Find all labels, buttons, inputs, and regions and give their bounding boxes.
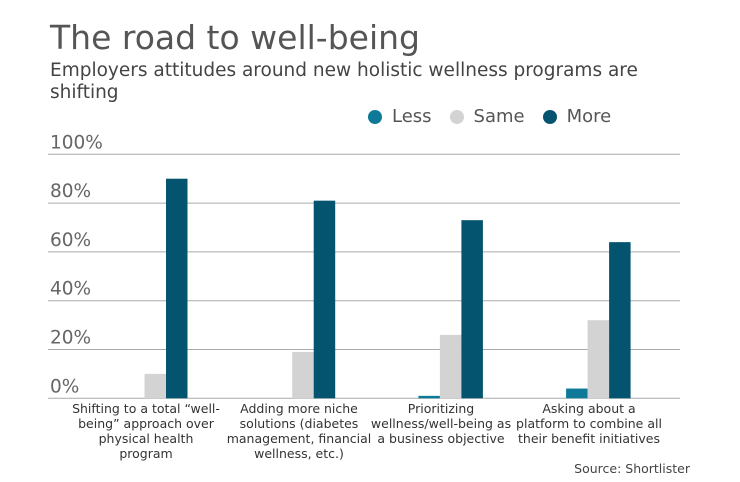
legend-label: Less xyxy=(392,106,432,127)
y-tick-label: 20% xyxy=(50,328,91,349)
legend-swatch-same xyxy=(449,109,464,124)
legend-item-more: More xyxy=(542,106,612,127)
bar-same-3 xyxy=(439,334,462,399)
x-label-4: Asking about a platform to combine all t… xyxy=(516,401,662,446)
chart-subtitle: Employers attitudes around new holistic … xyxy=(50,60,638,103)
y-tick-label: 0% xyxy=(50,376,79,397)
legend-swatch-less xyxy=(368,109,382,124)
x-label-1: Shifting to a total “well-being” approac… xyxy=(72,401,220,461)
legend-label: More xyxy=(566,106,612,127)
bar-more-3 xyxy=(461,220,483,399)
source-note: Source: Shortlister xyxy=(574,461,690,476)
y-tick-label: 80% xyxy=(50,181,91,202)
y-tick-label: 40% xyxy=(50,279,91,300)
legend: Less Same More xyxy=(368,106,611,127)
legend-item-same: Same xyxy=(449,106,525,127)
bar-same-2 xyxy=(292,351,314,399)
y-tick-label: 100% xyxy=(50,132,103,153)
x-label-2: Adding more niche solutions (diabetes ma… xyxy=(226,401,372,461)
legend-label: Same xyxy=(473,106,525,127)
bar-same-4 xyxy=(587,320,610,399)
legend-swatch-more xyxy=(542,109,557,124)
bar-less-3 xyxy=(418,395,440,399)
bar-less-4 xyxy=(566,388,588,399)
bar-more-2 xyxy=(313,200,336,399)
bar-same-1 xyxy=(144,373,166,399)
x-label-3: Prioritizing wellness/well-being as a bu… xyxy=(370,401,512,446)
bar-more-1 xyxy=(166,178,188,399)
chart-title: The road to well-being xyxy=(50,18,420,57)
legend-item-less: Less xyxy=(368,106,432,127)
bar-more-4 xyxy=(609,242,631,399)
y-tick-label: 60% xyxy=(50,230,91,251)
